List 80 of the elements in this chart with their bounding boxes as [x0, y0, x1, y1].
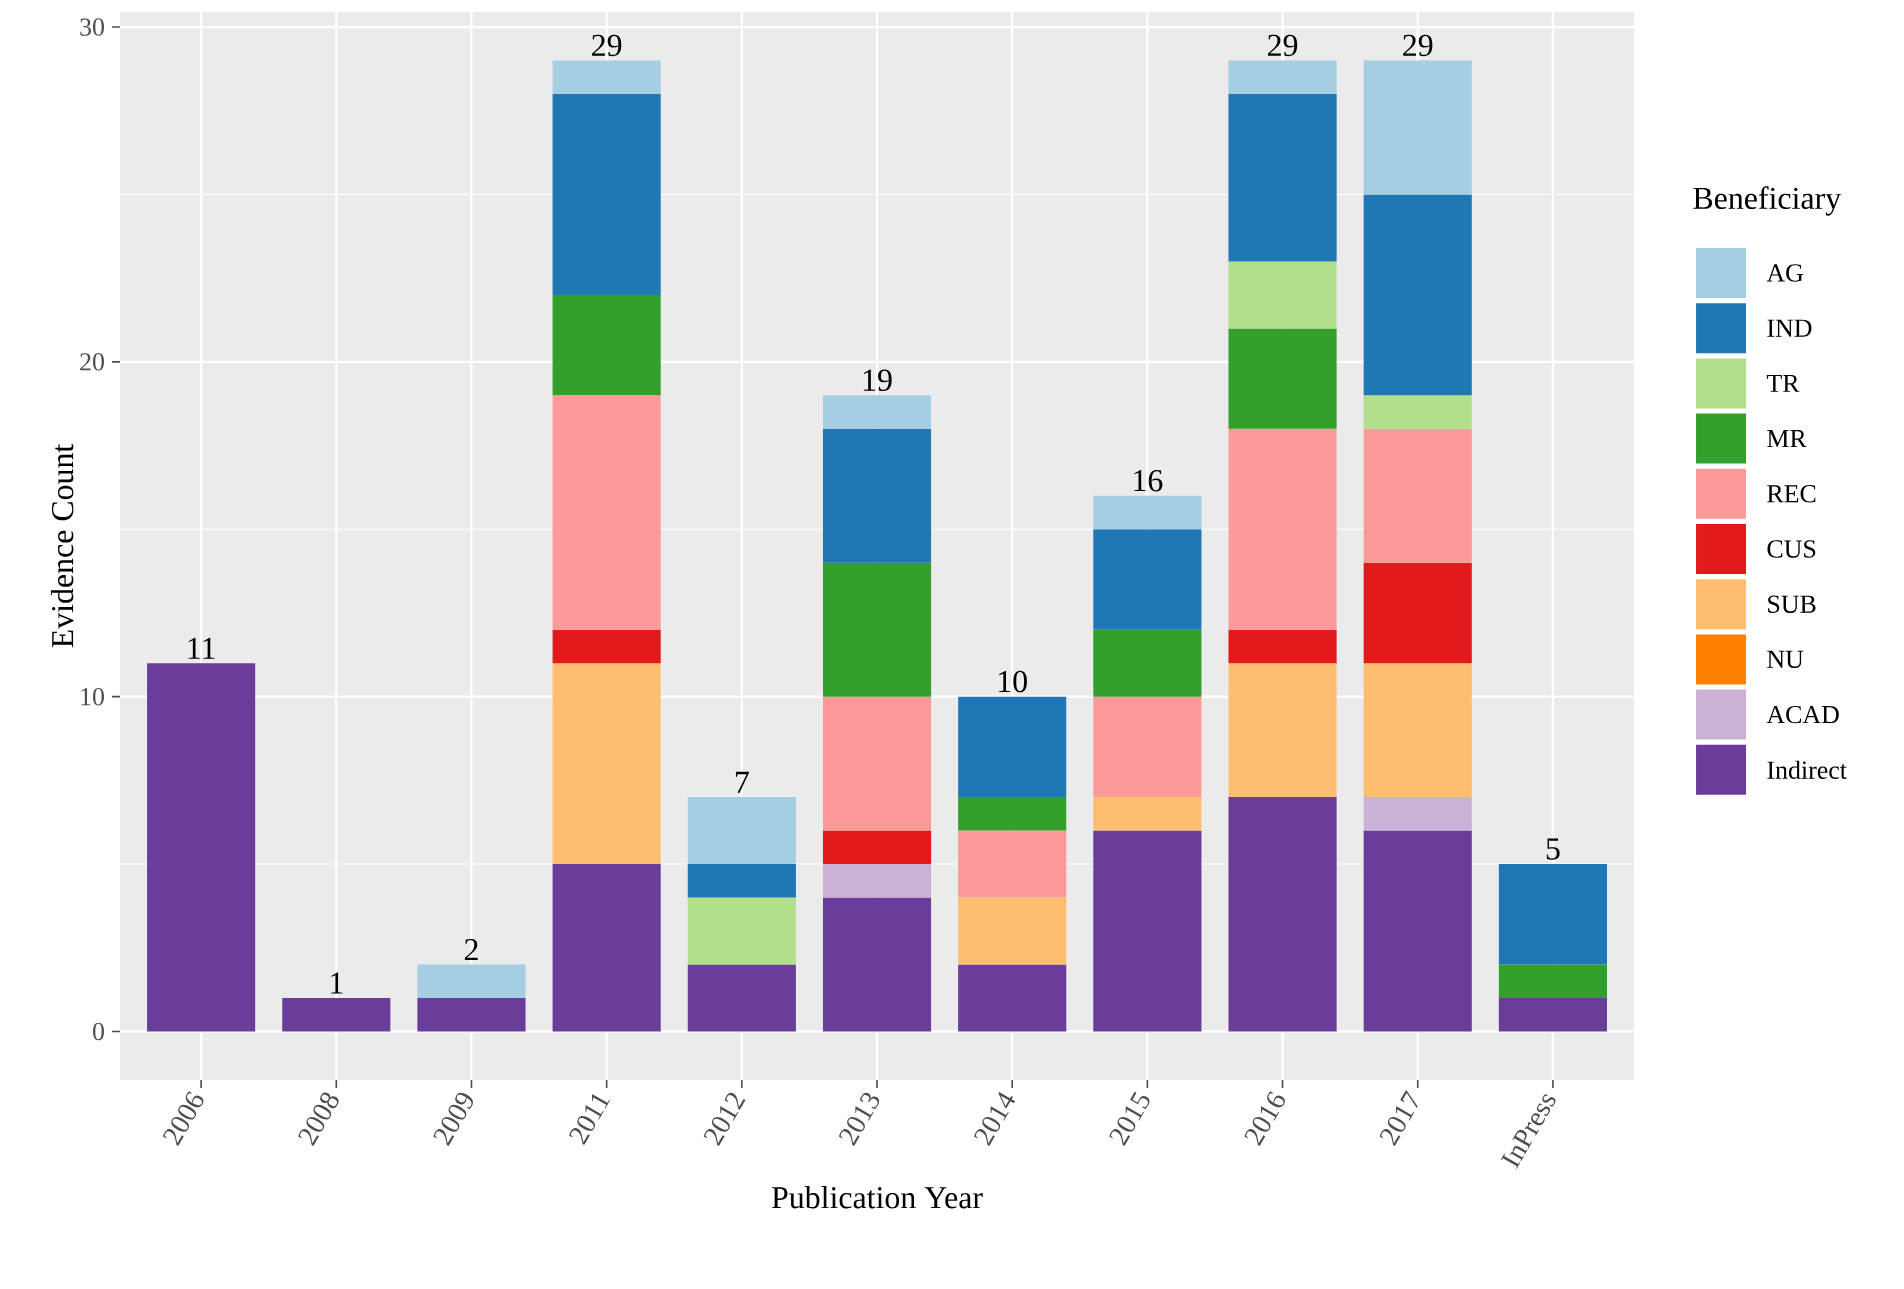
y-tick-label: 0: [93, 1022, 104, 1041]
bar: [958, 964, 1067, 1032]
legend-label: TR: [1766, 374, 1800, 392]
bar: [147, 663, 256, 1032]
y-tick-label: 10: [81, 687, 104, 706]
legend-label: REC: [1767, 485, 1816, 503]
bar: [1498, 997, 1607, 1032]
bar: [1228, 428, 1337, 630]
bar: [822, 428, 932, 563]
bar: [552, 94, 661, 295]
bar: [552, 60, 661, 95]
bar: [1228, 663, 1337, 798]
bar: [1498, 864, 1607, 965]
bar: [822, 395, 932, 429]
bar: [1093, 696, 1202, 798]
bar: [1093, 797, 1202, 831]
legend-label: AG: [1766, 264, 1804, 282]
bar: [1228, 629, 1337, 664]
total-label: 7: [735, 771, 749, 793]
bar: [958, 897, 1067, 965]
bar: [1228, 261, 1337, 329]
total-label: 1: [331, 972, 343, 994]
bar: [822, 562, 932, 697]
bar: [552, 864, 661, 1032]
bar: [1093, 830, 1202, 1032]
bar: [687, 864, 796, 898]
bar: [1093, 629, 1202, 697]
total-label: 2: [464, 939, 478, 961]
bar: [1228, 94, 1337, 262]
total-label: 5: [1546, 838, 1560, 860]
total-label: 19: [863, 369, 892, 391]
bar: [1363, 830, 1472, 1032]
bar: [1498, 964, 1607, 998]
bar: [687, 964, 796, 1032]
y-axis-title: Evidence Count: [50, 443, 74, 648]
bar: [958, 830, 1067, 898]
legend-label: ACAD: [1766, 705, 1839, 724]
bar: [1363, 428, 1472, 563]
legend-label: CUS: [1767, 540, 1816, 558]
x-axis-title: Publication Year: [771, 1185, 983, 1209]
bar: [1363, 194, 1472, 396]
bar: [1093, 529, 1202, 630]
bar: [1363, 562, 1472, 664]
bar: [822, 897, 932, 1032]
bar: [282, 997, 391, 1032]
bar: [1363, 797, 1472, 831]
bar: [687, 797, 796, 865]
total-label: 16: [1134, 469, 1163, 492]
bar: [1228, 328, 1337, 429]
bar: [1093, 495, 1202, 530]
y-tick-label: 20: [80, 353, 104, 371]
bar: [552, 663, 661, 865]
bar: [552, 294, 661, 396]
legend-label: SUB: [1768, 595, 1816, 613]
bar: [1228, 60, 1337, 95]
bar: [1363, 663, 1472, 798]
bar: [822, 864, 932, 898]
bar: [1363, 60, 1472, 195]
bar: [1363, 395, 1472, 429]
total-label: 11: [188, 637, 215, 659]
legend-label: MR: [1767, 430, 1807, 448]
total-label: 10: [999, 670, 1027, 693]
bar: [822, 696, 932, 831]
total-label: 29: [1403, 34, 1433, 57]
bar: [958, 696, 1067, 798]
bar: [687, 897, 796, 965]
bar: [417, 997, 526, 1032]
bar: [417, 964, 526, 998]
total-label: 29: [1268, 34, 1298, 57]
legend-label: NU: [1767, 650, 1804, 668]
bar: [822, 830, 932, 865]
bar: [552, 395, 661, 630]
legend-label: IND: [1767, 319, 1812, 337]
bar: [958, 797, 1067, 831]
y-tick-label: 30: [80, 18, 104, 36]
legend-label: Indirect: [1767, 760, 1847, 779]
bar: [1228, 797, 1337, 1032]
bar: [552, 629, 661, 664]
legend-title: Beneficiary: [1693, 186, 1842, 216]
total-label: 29: [592, 34, 622, 57]
